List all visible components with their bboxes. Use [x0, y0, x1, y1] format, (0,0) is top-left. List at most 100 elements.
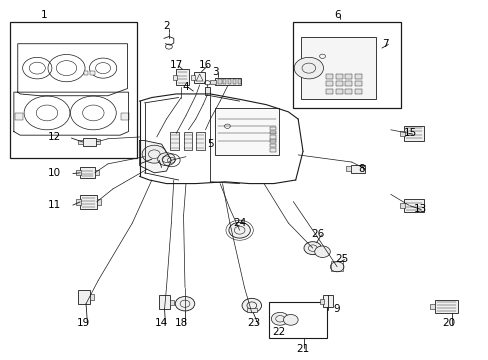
Bar — [269, 139, 275, 143]
Bar — [218, 79, 221, 84]
Bar — [82, 138, 96, 146]
Bar — [293, 22, 400, 108]
Bar — [78, 140, 83, 144]
Bar — [346, 166, 350, 171]
Bar — [269, 135, 275, 139]
Text: 20: 20 — [442, 319, 455, 328]
Circle shape — [314, 246, 330, 257]
Bar — [269, 131, 275, 134]
Bar — [335, 89, 342, 94]
Text: 26: 26 — [310, 229, 324, 239]
Bar — [268, 302, 327, 338]
Bar — [183, 132, 192, 149]
Bar — [300, 37, 375, 99]
Bar — [335, 81, 342, 86]
Text: 9: 9 — [333, 304, 340, 314]
Text: 7: 7 — [382, 39, 388, 49]
Circle shape — [271, 312, 288, 325]
Bar — [76, 170, 81, 175]
Bar — [96, 139, 100, 144]
Bar — [399, 131, 404, 136]
Bar — [330, 261, 342, 271]
Bar — [325, 74, 332, 79]
Bar — [76, 199, 81, 205]
Text: 3: 3 — [211, 67, 218, 77]
Bar — [404, 199, 423, 212]
Bar — [83, 71, 88, 75]
Bar — [269, 144, 275, 147]
Bar — [345, 74, 351, 79]
Circle shape — [330, 262, 343, 272]
Text: 18: 18 — [174, 319, 187, 328]
Bar — [223, 79, 226, 84]
Bar — [195, 132, 204, 149]
Text: 11: 11 — [48, 200, 61, 210]
Text: 5: 5 — [206, 139, 213, 149]
Bar — [176, 69, 188, 85]
Circle shape — [228, 222, 250, 238]
Circle shape — [304, 242, 321, 255]
Circle shape — [294, 57, 323, 79]
Circle shape — [158, 153, 175, 166]
Bar — [345, 89, 351, 94]
Text: 24: 24 — [232, 218, 246, 228]
Bar — [434, 300, 457, 313]
Bar — [232, 79, 236, 84]
Text: 8: 8 — [358, 164, 364, 174]
Text: 17: 17 — [169, 60, 183, 70]
Bar — [269, 148, 275, 152]
Bar — [429, 304, 434, 309]
Text: 10: 10 — [48, 168, 61, 178]
Bar — [246, 309, 256, 312]
Bar — [215, 78, 240, 85]
Bar — [237, 79, 241, 84]
Bar — [170, 132, 179, 149]
Bar — [172, 75, 176, 80]
Bar — [190, 75, 194, 80]
Text: 4: 4 — [183, 82, 189, 92]
Bar — [97, 199, 101, 205]
Circle shape — [175, 297, 194, 311]
Text: 19: 19 — [77, 319, 90, 328]
Bar — [194, 72, 204, 83]
Bar — [354, 74, 361, 79]
Bar — [210, 80, 215, 84]
Bar — [204, 87, 210, 95]
Bar — [354, 89, 361, 94]
Text: 22: 22 — [271, 327, 285, 337]
Bar — [350, 165, 365, 173]
Polygon shape — [140, 140, 171, 173]
Text: 25: 25 — [335, 254, 348, 264]
Bar — [121, 113, 129, 120]
Text: 2: 2 — [163, 21, 169, 31]
Circle shape — [242, 298, 261, 313]
Text: 21: 21 — [296, 343, 309, 354]
Text: 6: 6 — [333, 10, 340, 20]
Bar — [169, 300, 173, 305]
Bar — [227, 79, 231, 84]
Bar — [80, 167, 95, 178]
Bar — [80, 195, 97, 209]
Bar — [335, 74, 342, 79]
Bar — [215, 108, 278, 155]
Bar — [323, 295, 332, 307]
Text: 16: 16 — [199, 60, 212, 70]
Text: 15: 15 — [403, 129, 416, 138]
Bar — [325, 81, 332, 86]
Text: 14: 14 — [155, 319, 168, 328]
Bar — [345, 81, 351, 86]
Bar — [95, 170, 99, 175]
Bar — [354, 81, 361, 86]
Text: 23: 23 — [247, 319, 260, 328]
Text: 13: 13 — [412, 204, 426, 214]
Bar — [404, 126, 423, 140]
Text: 1: 1 — [41, 10, 48, 20]
Bar — [15, 113, 23, 120]
Circle shape — [142, 145, 166, 163]
Text: 12: 12 — [48, 132, 61, 142]
Bar — [319, 299, 324, 305]
Bar — [399, 203, 404, 208]
Bar — [90, 294, 94, 300]
Bar — [159, 296, 169, 309]
Bar — [269, 127, 275, 130]
